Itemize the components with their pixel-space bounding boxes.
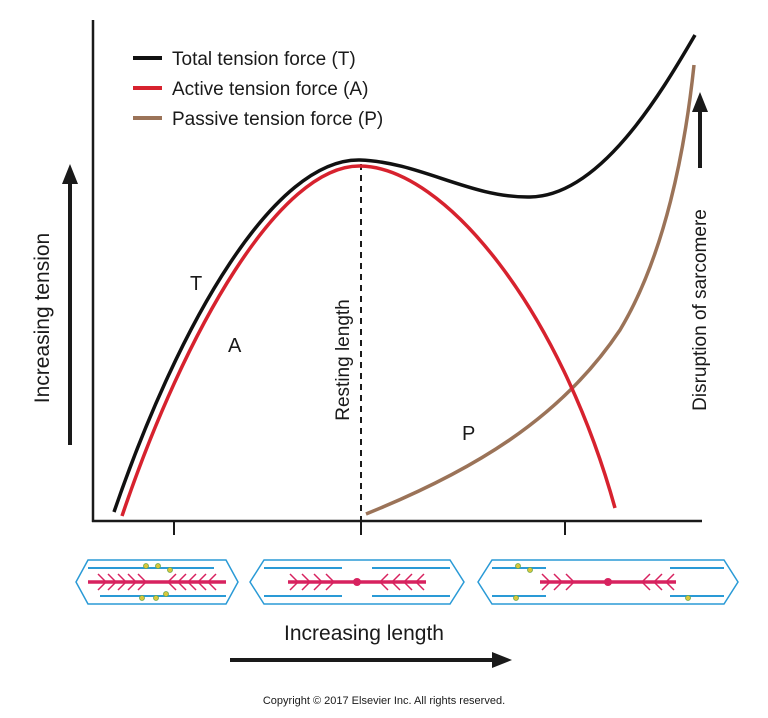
myosin-heads bbox=[289, 573, 425, 591]
x-axis-label: Increasing length bbox=[284, 622, 444, 645]
copyright-notice: Copyright © 2017 Elsevier Inc. All right… bbox=[263, 695, 505, 707]
y-axis-arrowhead bbox=[62, 164, 78, 184]
actin-filaments bbox=[88, 567, 226, 597]
curve-label-a: A bbox=[228, 335, 242, 357]
binding-sites bbox=[139, 563, 173, 601]
m-line bbox=[353, 578, 361, 586]
curve-label-t: T bbox=[190, 273, 202, 295]
active-tension-curve bbox=[120, 164, 617, 517]
sarcomere-outline bbox=[477, 559, 739, 605]
resting-length-label: Resting length bbox=[333, 299, 354, 420]
myosin-heads bbox=[541, 573, 675, 591]
sarcomere-resting bbox=[249, 559, 465, 605]
curve-label-p: P bbox=[462, 423, 475, 445]
disruption-label: Disruption of sarcomere bbox=[690, 209, 711, 411]
legend-label-passive: Passive tension force (P) bbox=[172, 109, 383, 130]
legend-label-total: Total tension force (T) bbox=[172, 49, 356, 70]
sarcomere-shortened bbox=[75, 559, 239, 605]
actin-filaments bbox=[264, 567, 450, 597]
passive-tension-curve bbox=[365, 64, 696, 516]
legend: Total tension force (T) Active tension f… bbox=[133, 49, 383, 130]
binding-sites bbox=[513, 563, 691, 601]
legend-label-active: Active tension force (A) bbox=[172, 79, 368, 100]
sarcomere-stretched bbox=[477, 559, 739, 605]
total-tension-curve bbox=[112, 34, 697, 513]
sarcomere-outline bbox=[249, 559, 465, 605]
y-axis-label: Increasing tension bbox=[31, 233, 54, 403]
myosin-heads bbox=[97, 573, 217, 591]
disruption-arrowhead bbox=[692, 92, 708, 112]
sarcomere-outline bbox=[75, 559, 239, 605]
m-line bbox=[604, 578, 612, 586]
actin-filaments bbox=[492, 567, 724, 597]
x-axis-arrowhead bbox=[492, 652, 512, 668]
